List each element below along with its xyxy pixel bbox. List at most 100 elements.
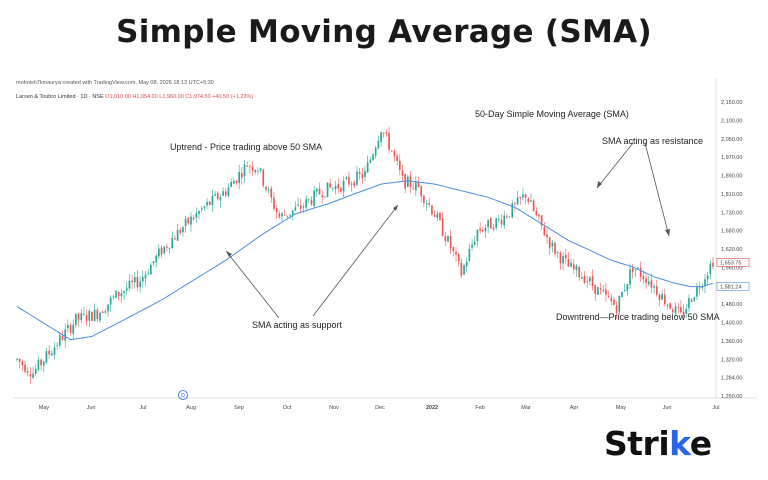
candle-up bbox=[313, 190, 315, 207]
candle-down bbox=[500, 219, 503, 225]
brand-logo: Strike bbox=[604, 424, 712, 463]
x-tick-label: Feb bbox=[475, 405, 484, 411]
annotation-resistance: SMA acting as resistance bbox=[602, 136, 703, 146]
candle-down bbox=[160, 247, 163, 255]
candle-up bbox=[291, 210, 294, 215]
candle-up bbox=[407, 176, 409, 187]
candle-up bbox=[176, 229, 179, 241]
event-marker-icon: D bbox=[181, 393, 185, 399]
candle-down bbox=[698, 287, 701, 289]
candle-up bbox=[704, 279, 706, 287]
candle-up bbox=[415, 181, 417, 191]
candle-down bbox=[548, 237, 551, 248]
candle-up bbox=[125, 288, 128, 291]
candle-down bbox=[179, 229, 182, 233]
candle-down bbox=[682, 311, 685, 316]
candle-up bbox=[257, 170, 259, 172]
candlestick-chart[interactable]: 2,150.00 2,100.00 2,050.00 1,970.00 1,890.00… bbox=[13, 78, 757, 412]
candle-up bbox=[195, 213, 198, 218]
candle-up bbox=[326, 182, 329, 198]
candle-down bbox=[249, 166, 251, 168]
x-tick-label: Jul bbox=[712, 405, 719, 411]
x-tick-label: Mar bbox=[521, 405, 531, 411]
candle-up bbox=[297, 204, 299, 206]
candle-down bbox=[492, 227, 495, 230]
candle-down bbox=[24, 364, 26, 372]
candle-down bbox=[540, 215, 543, 226]
candle-up bbox=[377, 140, 380, 149]
price-labels: 1,653.75 1,581.24 bbox=[716, 258, 750, 291]
candle-down bbox=[412, 188, 415, 190]
candle-down bbox=[241, 172, 243, 178]
candle-up bbox=[147, 273, 149, 275]
annotation-arrows bbox=[225, 142, 670, 319]
candle-up bbox=[211, 195, 214, 206]
candle-up bbox=[666, 304, 669, 306]
candle-down bbox=[506, 216, 508, 218]
symbol-info: Larsen & Toubro Limited · 1D · NSE O1,01… bbox=[16, 94, 253, 100]
candle-up bbox=[144, 274, 147, 279]
candle-down bbox=[417, 181, 420, 187]
candle-up bbox=[37, 359, 40, 370]
candle-down bbox=[337, 184, 340, 189]
candle-down bbox=[538, 214, 540, 217]
candle-up bbox=[324, 196, 326, 198]
candle-down bbox=[613, 299, 615, 305]
candle-up bbox=[476, 229, 479, 242]
candle-down bbox=[519, 196, 522, 199]
candle-down bbox=[433, 214, 436, 217]
candle-down bbox=[680, 307, 682, 313]
candle-down bbox=[101, 311, 104, 314]
arrowhead-resistance-right bbox=[665, 229, 670, 236]
candle-down bbox=[567, 259, 570, 267]
candle-down bbox=[401, 170, 404, 176]
y-tick-label: 2,150.00 bbox=[721, 100, 742, 106]
event-marker[interactable] bbox=[178, 390, 188, 400]
candle-down bbox=[361, 173, 364, 179]
candle-down bbox=[423, 195, 425, 203]
candle-down bbox=[265, 186, 267, 190]
candle-down bbox=[457, 253, 460, 262]
candle-up bbox=[508, 216, 511, 218]
candle-up bbox=[72, 324, 75, 334]
arrowhead-resistance-left bbox=[597, 181, 602, 188]
candle-up bbox=[621, 292, 623, 298]
price-label-box bbox=[716, 282, 750, 291]
candle-up bbox=[522, 194, 524, 198]
candle-down bbox=[398, 160, 401, 170]
y-tick-label: 1,480.00 bbox=[721, 302, 742, 308]
candle-up bbox=[34, 368, 37, 374]
candle-up bbox=[16, 358, 18, 360]
symbol-name: Larsen & Toubro Limited · 1D · NSE bbox=[16, 94, 104, 100]
candle-up bbox=[171, 238, 174, 249]
candle-up bbox=[498, 218, 500, 220]
candle-up bbox=[233, 180, 235, 184]
candle-up bbox=[356, 171, 358, 185]
candle-down bbox=[318, 188, 321, 195]
y-axis-ticks: 2,150.00 2,100.00 2,050.00 1,970.00 1,890.00… bbox=[721, 100, 742, 400]
candle-down bbox=[208, 201, 211, 205]
candle-down bbox=[605, 289, 607, 295]
candle-up bbox=[120, 293, 123, 297]
candle-up bbox=[59, 335, 61, 346]
candle-down bbox=[192, 217, 195, 220]
chart-panel[interactable]: mohnish7kmaurya created with TradingView… bbox=[13, 78, 757, 412]
candle-down bbox=[444, 236, 447, 242]
x-tick-label: Jul bbox=[139, 405, 146, 411]
candle-down bbox=[672, 309, 674, 313]
candle-up bbox=[141, 277, 144, 282]
candle-up bbox=[80, 313, 83, 320]
candle-down bbox=[460, 262, 463, 276]
candle-up bbox=[99, 312, 101, 321]
candle-up bbox=[184, 218, 187, 226]
candle-down bbox=[131, 280, 133, 283]
x-tick-label: May bbox=[39, 405, 50, 411]
arrow-heads bbox=[226, 181, 670, 257]
candle-down bbox=[216, 192, 219, 199]
candle-down bbox=[572, 264, 575, 270]
candle-up bbox=[123, 291, 125, 294]
candle-up bbox=[637, 267, 639, 269]
candle-up bbox=[465, 261, 468, 267]
candle-up bbox=[693, 297, 696, 301]
candle-up bbox=[200, 208, 203, 210]
